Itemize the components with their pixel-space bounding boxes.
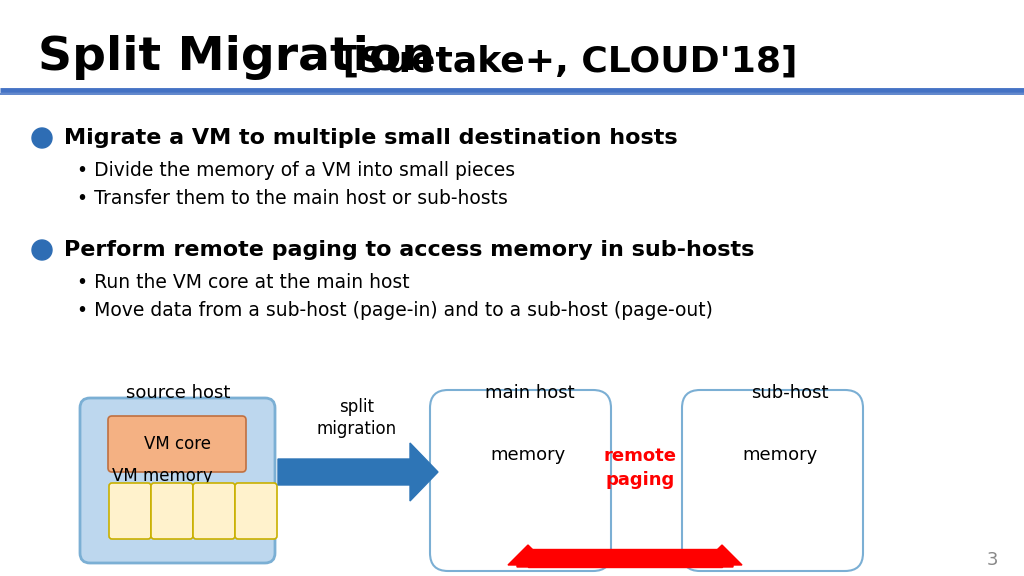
Text: Migrate a VM to multiple small destination hosts: Migrate a VM to multiple small destinati… [63, 128, 678, 148]
Polygon shape [528, 549, 722, 567]
Text: split
migration: split migration [317, 398, 397, 438]
Text: • Move data from a sub-host (page-in) and to a sub-host (page-out): • Move data from a sub-host (page-in) an… [77, 301, 713, 320]
Text: • Transfer them to the main host or sub-hosts: • Transfer them to the main host or sub-… [77, 190, 508, 209]
Polygon shape [278, 443, 438, 501]
FancyBboxPatch shape [108, 416, 246, 472]
Text: • Divide the memory of a VM into small pieces: • Divide the memory of a VM into small p… [77, 161, 515, 180]
FancyBboxPatch shape [80, 398, 275, 563]
Text: 3: 3 [986, 551, 998, 569]
FancyBboxPatch shape [151, 483, 193, 539]
Circle shape [32, 128, 52, 148]
Text: Split Migration: Split Migration [38, 36, 435, 81]
Text: VM memory: VM memory [112, 467, 213, 485]
Polygon shape [702, 545, 742, 567]
Polygon shape [508, 545, 548, 567]
FancyBboxPatch shape [109, 483, 151, 539]
FancyBboxPatch shape [234, 483, 278, 539]
Text: main host: main host [485, 384, 574, 402]
Text: [Suetake+, CLOUD'18]: [Suetake+, CLOUD'18] [330, 45, 798, 79]
Text: • Run the VM core at the main host: • Run the VM core at the main host [77, 274, 410, 293]
Text: VM core: VM core [143, 435, 211, 453]
FancyBboxPatch shape [430, 390, 611, 571]
Text: sub-host: sub-host [752, 384, 828, 402]
Text: Perform remote paging to access memory in sub-hosts: Perform remote paging to access memory i… [63, 240, 755, 260]
Text: memory: memory [490, 446, 565, 464]
Text: memory: memory [742, 446, 817, 464]
Circle shape [32, 240, 52, 260]
FancyBboxPatch shape [193, 483, 234, 539]
FancyBboxPatch shape [682, 390, 863, 571]
Text: source host: source host [126, 384, 230, 402]
Text: remote
paging: remote paging [603, 447, 677, 489]
